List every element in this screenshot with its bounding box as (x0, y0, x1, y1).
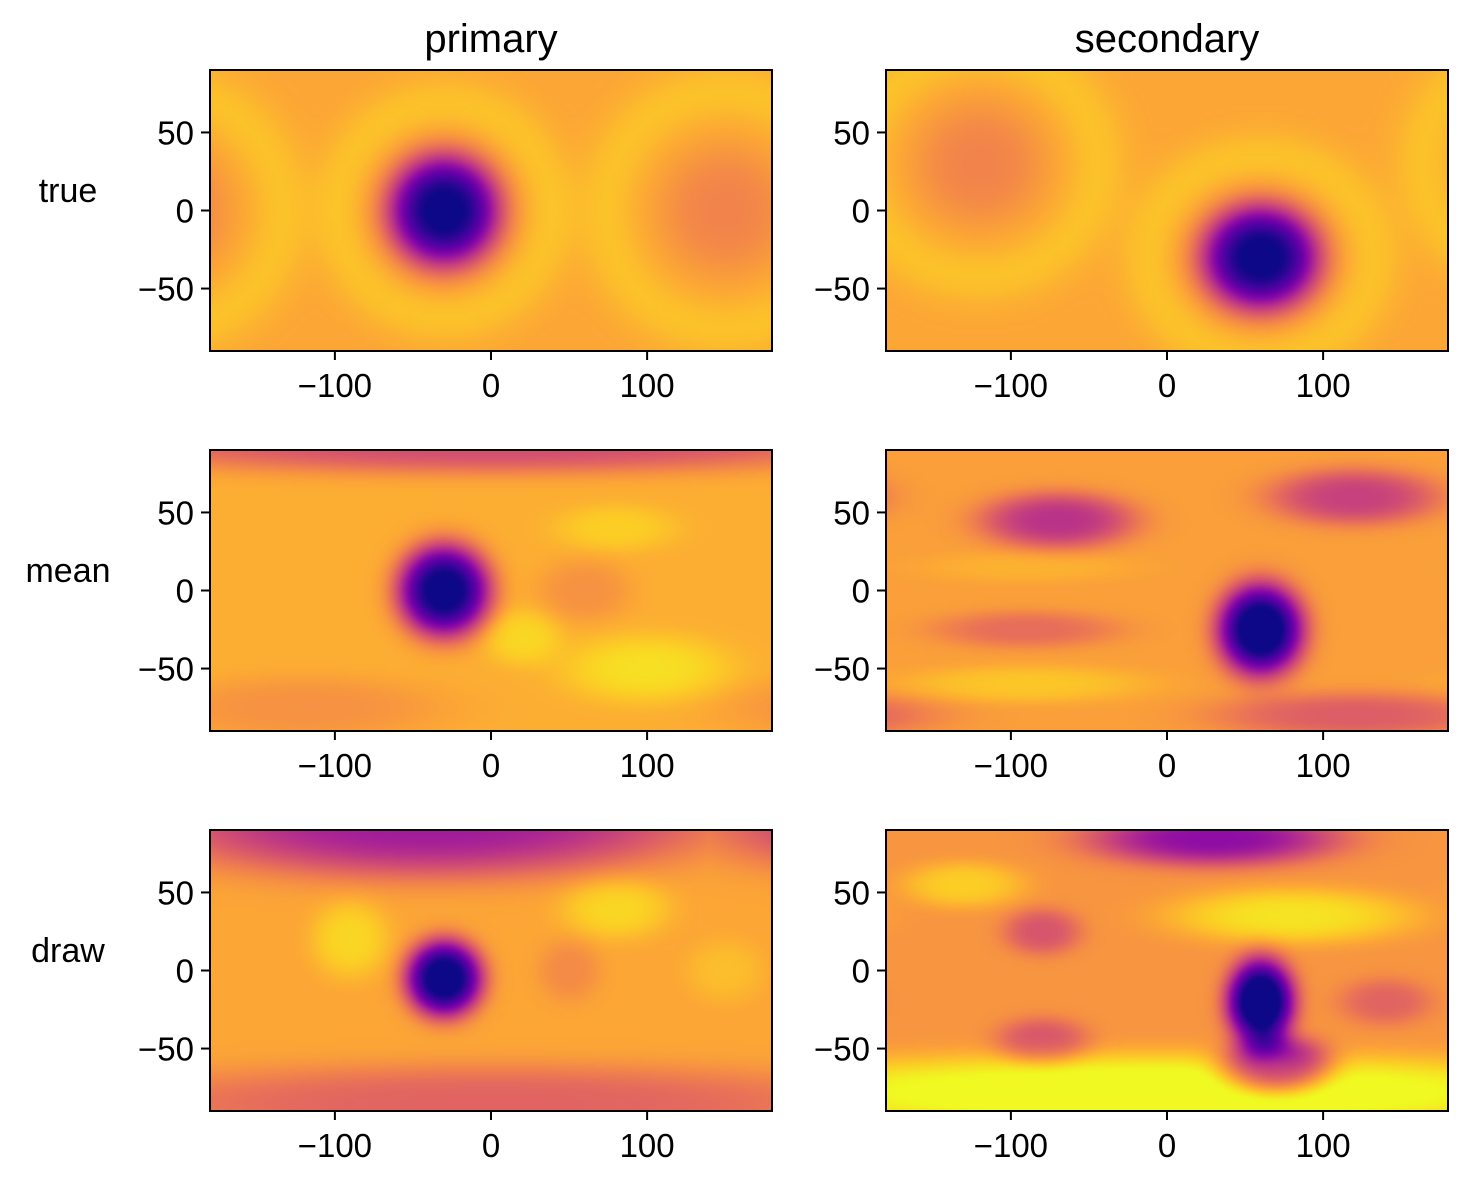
x-tick-label: −100 (974, 1127, 1048, 1164)
column-title-primary: primary (424, 17, 557, 61)
x-tick-label: −100 (298, 367, 372, 404)
x-tick-label: −100 (298, 1127, 372, 1164)
y-tick-label: −50 (138, 1031, 194, 1068)
y-tick-label: 50 (157, 114, 194, 151)
heatmap-image (886, 830, 1448, 1111)
x-tick-label: −100 (298, 747, 372, 784)
y-tick-label: −50 (138, 651, 194, 688)
panel-true-primary: −100 0 100 −50 0 50 (138, 69, 773, 404)
x-tick-label: 100 (620, 367, 675, 404)
row-label-mean: mean (25, 552, 110, 590)
x-tick-label: 0 (1158, 747, 1176, 784)
y-tick-label: −50 (814, 271, 870, 308)
x-tick-label: 0 (482, 747, 500, 784)
row-label-true: true (39, 172, 98, 210)
heatmap-image (210, 830, 772, 1111)
y-tick-label: 50 (833, 114, 870, 151)
x-tick-label: 100 (1296, 367, 1351, 404)
panel-draw-secondary: −100 0 100 −50 0 50 (814, 829, 1449, 1164)
y-tick-label: 50 (157, 494, 194, 531)
x-tick-label: −100 (974, 747, 1048, 784)
panel-draw-primary: −100 0 100 −50 0 50 (138, 829, 773, 1164)
x-tick-label: 100 (620, 747, 675, 784)
x-tick-label: 0 (1158, 1127, 1176, 1164)
y-tick-label: −50 (814, 651, 870, 688)
panel-mean-secondary: −100 0 100 −50 0 50 (814, 449, 1449, 784)
x-tick-label: 0 (482, 367, 500, 404)
heatmap-image (210, 70, 772, 351)
y-tick-label: 0 (176, 953, 194, 990)
y-tick-label: 0 (852, 953, 870, 990)
y-tick-label: 0 (852, 573, 870, 610)
heatmap-image (210, 450, 772, 731)
x-tick-label: 0 (1158, 367, 1176, 404)
x-tick-label: 100 (1296, 747, 1351, 784)
y-tick-label: 50 (833, 494, 870, 531)
x-tick-label: −100 (974, 367, 1048, 404)
row-label-draw: draw (31, 932, 105, 970)
y-tick-label: 50 (833, 874, 870, 911)
heatmap-image (886, 70, 1448, 351)
heatmap-image (886, 450, 1448, 731)
column-title-secondary: secondary (1075, 17, 1260, 61)
y-tick-label: 0 (176, 573, 194, 610)
y-tick-label: 50 (157, 874, 194, 911)
x-tick-label: 0 (482, 1127, 500, 1164)
y-tick-label: −50 (138, 271, 194, 308)
x-tick-label: 100 (620, 1127, 675, 1164)
y-tick-label: 0 (176, 193, 194, 230)
x-tick-label: 100 (1296, 1127, 1351, 1164)
panel-true-secondary: −100 0 100 −50 0 50 (814, 69, 1449, 404)
y-tick-label: 0 (852, 193, 870, 230)
y-tick-label: −50 (814, 1031, 870, 1068)
panel-mean-primary: −100 0 100 −50 0 50 (138, 449, 773, 784)
